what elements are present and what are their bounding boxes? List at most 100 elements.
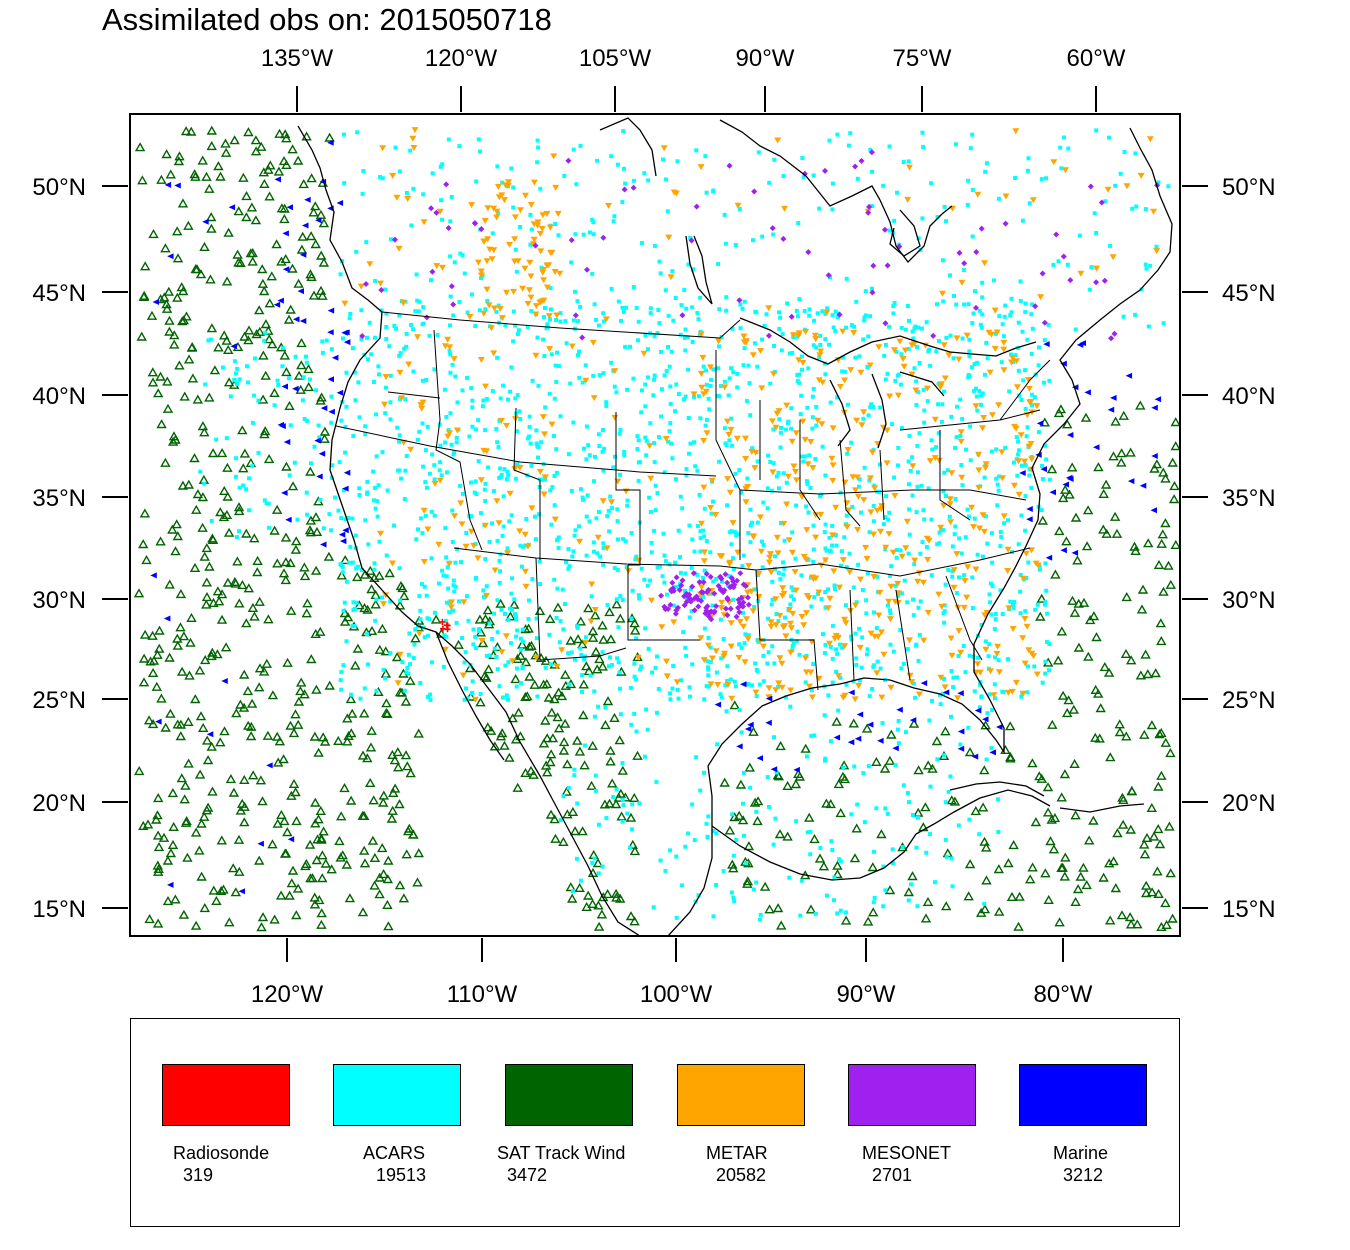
acars-marker <box>418 617 423 622</box>
sat-track-wind-marker <box>306 173 317 183</box>
sat-track-wind-marker <box>1126 785 1138 795</box>
metar-marker <box>986 369 994 376</box>
acars-marker <box>689 565 694 570</box>
sat-track-wind-marker <box>1153 559 1165 569</box>
sat-track-wind-marker <box>243 325 255 335</box>
sat-track-wind-marker <box>849 853 861 863</box>
mesonet-marker <box>1060 253 1067 260</box>
metar-marker <box>878 694 886 701</box>
bottom-lon-label: 100°W <box>640 981 713 1008</box>
acars-marker <box>622 449 627 454</box>
acars-marker <box>765 506 770 511</box>
mesonet-marker <box>740 599 747 606</box>
acars-marker <box>717 459 722 464</box>
sat-track-wind-marker <box>283 314 295 324</box>
acars-marker <box>633 557 638 562</box>
sat-track-wind-marker <box>197 155 208 165</box>
sat-track-wind-marker <box>540 715 551 725</box>
acars-marker <box>847 551 852 556</box>
metar-marker <box>841 479 849 486</box>
acars-marker <box>865 647 870 652</box>
acars-marker <box>609 506 614 511</box>
sat-track-wind-marker <box>197 492 209 502</box>
sat-track-wind-marker <box>207 647 218 657</box>
metar-marker <box>546 346 554 353</box>
metar-marker <box>993 650 1001 657</box>
acars-marker <box>460 636 464 640</box>
metar-marker <box>1033 403 1041 410</box>
acars-marker <box>717 344 721 349</box>
metar-marker <box>1037 294 1045 301</box>
acars-marker <box>572 533 577 538</box>
metar-marker <box>1017 432 1025 439</box>
acars-marker <box>550 485 555 490</box>
acars-marker <box>411 186 416 191</box>
acars-marker <box>510 576 514 581</box>
acars-marker <box>464 686 468 691</box>
mesonet-marker <box>769 225 776 232</box>
sat-track-wind-marker <box>295 384 306 394</box>
acars-marker <box>403 468 408 473</box>
sat-track-wind-marker <box>139 508 151 518</box>
sat-track-wind-marker <box>251 329 262 339</box>
acars-marker <box>779 521 783 525</box>
sat-track-wind-marker <box>177 198 189 208</box>
acars-marker <box>372 498 376 503</box>
acars-marker <box>536 455 540 460</box>
sat-track-wind-marker <box>394 600 406 610</box>
sat-track-wind-marker <box>389 755 401 765</box>
sat-track-wind-marker <box>305 231 317 241</box>
metar-marker <box>924 609 932 616</box>
left-lat-label: 25°N <box>32 687 86 714</box>
acars-marker <box>340 570 345 575</box>
sat-track-wind-marker <box>1114 727 1126 737</box>
marine-marker <box>1079 340 1086 347</box>
acars-marker <box>1033 607 1038 612</box>
metar-marker <box>795 330 803 337</box>
sat-track-wind-marker <box>1100 479 1112 489</box>
sat-track-wind-marker <box>147 667 159 677</box>
mesonet-marker <box>1087 183 1094 190</box>
sat-track-wind-marker <box>156 419 167 429</box>
acars-marker <box>556 535 561 540</box>
mesonet-marker <box>737 570 744 577</box>
sat-track-wind-marker <box>394 799 405 809</box>
acars-marker <box>768 381 773 386</box>
acars-marker <box>954 435 959 440</box>
acars-marker <box>895 727 900 732</box>
metar-marker <box>735 654 743 661</box>
sat-track-wind-marker <box>183 479 195 489</box>
metar-marker <box>534 219 542 226</box>
acars-marker <box>1043 671 1048 676</box>
marine-marker <box>338 531 346 538</box>
sat-track-wind-marker <box>1116 457 1127 467</box>
acars-marker <box>549 522 554 527</box>
metar-marker <box>899 356 907 362</box>
sat-track-wind-marker <box>172 640 184 650</box>
sat-track-wind-marker <box>526 640 537 650</box>
acars-marker <box>682 288 687 292</box>
acars-marker <box>915 443 920 448</box>
acars-marker <box>444 600 449 605</box>
sat-track-wind-marker <box>374 889 385 899</box>
sat-track-wind-marker <box>263 164 274 174</box>
acars-marker <box>995 482 1000 487</box>
metar-marker <box>860 497 868 504</box>
acars-marker <box>561 627 566 632</box>
metar-marker <box>828 455 836 462</box>
acars-marker <box>628 685 633 690</box>
metar-marker <box>721 384 729 391</box>
acars-marker <box>552 503 557 508</box>
sat-track-wind-marker <box>1168 494 1180 504</box>
acars-marker <box>953 445 957 450</box>
acars-marker <box>601 541 606 546</box>
sat-track-wind-marker <box>529 679 540 689</box>
acars-marker <box>661 157 665 162</box>
acars-marker <box>801 175 806 180</box>
coastline <box>667 127 1173 936</box>
sat-track-wind-marker <box>512 782 523 792</box>
coastline <box>739 317 1037 365</box>
acars-marker <box>898 382 903 387</box>
metar-marker <box>1008 688 1016 695</box>
acars-marker <box>999 360 1004 365</box>
